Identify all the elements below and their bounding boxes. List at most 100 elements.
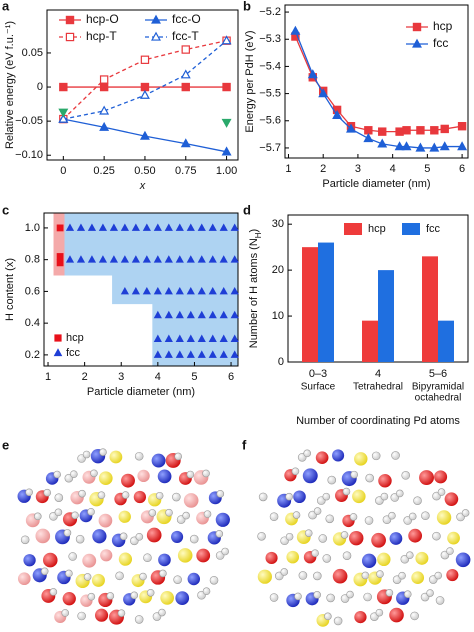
marker [186, 310, 195, 319]
legend-label: fcc-T [172, 29, 199, 43]
marker [98, 255, 108, 263]
marker [164, 255, 173, 263]
atom [155, 491, 164, 500]
plot-frame [46, 9, 239, 161]
marker [401, 141, 412, 151]
atom [182, 511, 190, 520]
atom [377, 552, 391, 567]
y-axis-title-part: ) [248, 229, 260, 233]
plot-frame [43, 212, 239, 367]
bar [378, 270, 394, 362]
atom [302, 468, 318, 484]
marker [186, 255, 195, 263]
y-tick-label: 0 [37, 81, 43, 93]
atom [65, 569, 73, 578]
x-tick-label: 6 [459, 163, 465, 175]
marker [230, 255, 239, 263]
marker [58, 113, 69, 123]
y-tick-label: −5.5 [259, 87, 281, 99]
atom [43, 488, 52, 497]
marker [394, 141, 405, 151]
marker [164, 286, 173, 295]
y-tick-label: 0.8 [25, 254, 40, 266]
x-tick-label: 0.25 [93, 165, 114, 177]
panel-label: a [2, 0, 10, 13]
atom [315, 451, 329, 464]
category-description: Tetrahedral [353, 382, 403, 393]
marker [164, 350, 173, 358]
atom [202, 469, 210, 478]
marker [175, 255, 184, 263]
atom [109, 450, 123, 464]
atom [293, 490, 306, 504]
atom [291, 467, 300, 476]
atom [349, 513, 358, 521]
atom [118, 510, 131, 523]
atom [175, 591, 190, 605]
x-tick-label: 0–3 [309, 368, 327, 380]
atom [62, 592, 76, 606]
atom [340, 531, 349, 539]
atom [322, 492, 331, 501]
y-axis-title: Relative energy (eV f.u.⁻¹) [4, 21, 16, 149]
atom [99, 448, 107, 456]
atom [90, 469, 98, 478]
atom [435, 596, 445, 605]
atom [411, 571, 425, 585]
atom [146, 588, 155, 597]
series-line [62, 40, 227, 120]
atom [68, 552, 78, 561]
atom [376, 570, 384, 578]
atom [159, 569, 167, 578]
marker [219, 286, 228, 295]
atom [346, 590, 354, 599]
y-tick-label: 0 [278, 356, 284, 368]
marker [208, 350, 217, 358]
atom [134, 615, 144, 624]
marker [181, 45, 190, 54]
atom [375, 608, 384, 617]
marker [87, 223, 97, 231]
marker [109, 223, 119, 231]
atom [54, 493, 64, 502]
marker [76, 255, 86, 263]
y-axis-title: Energy per PdH (eV) [244, 30, 256, 132]
atom [98, 513, 113, 528]
atom [40, 567, 49, 576]
marker [99, 105, 110, 115]
y-tick-label: 10 [272, 310, 284, 322]
y-axis-title: H content (x) [4, 258, 16, 321]
marker [65, 15, 75, 25]
atom [361, 553, 377, 568]
atom [118, 552, 133, 566]
marker [221, 35, 232, 45]
marker [153, 286, 162, 295]
legend-label: fcc [426, 223, 441, 235]
marker [412, 22, 422, 32]
marker [219, 350, 228, 358]
atom [121, 491, 130, 499]
atom [294, 592, 302, 601]
atom [318, 534, 328, 543]
marker [181, 82, 190, 92]
marker [56, 259, 64, 267]
bar [422, 256, 438, 362]
y-tick-label: 0.2 [25, 349, 40, 361]
y-tick-label: 0.4 [25, 317, 40, 329]
atom [77, 611, 86, 621]
series-line [63, 40, 227, 120]
atom [78, 489, 86, 498]
atom [61, 609, 70, 617]
atom [313, 507, 322, 515]
atom [157, 469, 172, 484]
atom [332, 449, 345, 462]
marker [457, 141, 468, 151]
atom [42, 552, 58, 568]
marker [363, 133, 374, 143]
atom [143, 553, 152, 563]
atom [151, 453, 166, 468]
atom [385, 589, 394, 597]
atom [54, 508, 63, 517]
atom [403, 590, 412, 599]
y-axis-title-part: H [254, 232, 263, 238]
